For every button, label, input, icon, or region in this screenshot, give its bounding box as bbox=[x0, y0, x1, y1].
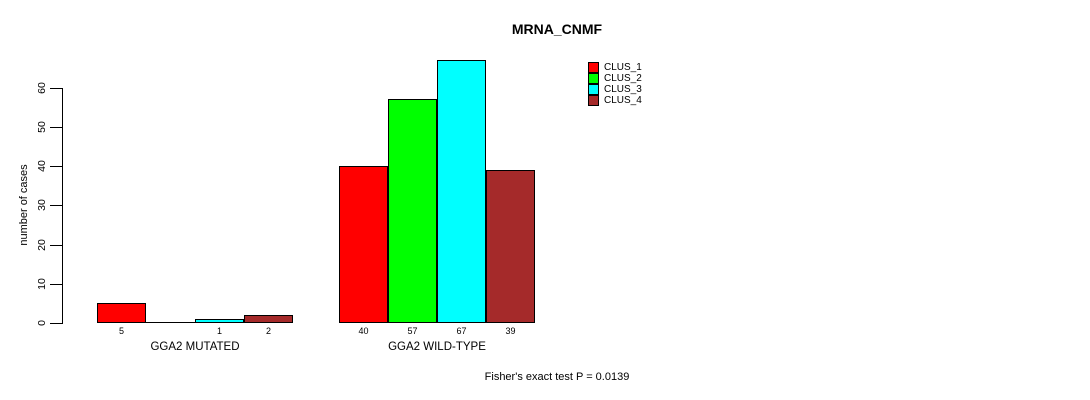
y-axis-tick-label: 10 bbox=[36, 277, 48, 290]
legend-swatch-icon bbox=[588, 62, 599, 73]
y-axis-tick bbox=[50, 126, 62, 128]
bar-clus-2-gga2-mutated bbox=[146, 322, 195, 323]
bar-clus-1-gga2-mutated bbox=[97, 303, 146, 323]
y-axis-tick-label: 0 bbox=[36, 320, 48, 326]
legend-swatch-icon bbox=[588, 73, 599, 84]
legend-swatch-icon bbox=[588, 95, 599, 106]
legend-label: CLUS_3 bbox=[604, 84, 642, 95]
bar-clus-1-gga2-wild-type bbox=[339, 166, 388, 323]
category-label: GGA2 WILD-TYPE bbox=[388, 341, 486, 353]
bar-value-label: 39 bbox=[505, 326, 516, 336]
y-axis-label: number of cases bbox=[18, 164, 30, 246]
legend: CLUS_1 CLUS_2 CLUS_3 CLUS_4 bbox=[588, 62, 642, 106]
y-axis-tick bbox=[50, 205, 62, 207]
y-axis-line bbox=[62, 87, 63, 324]
bar-value-label: 1 bbox=[216, 326, 222, 336]
bar-value-label: 5 bbox=[118, 326, 124, 336]
legend-item: CLUS_1 bbox=[588, 62, 642, 73]
bar-value-label: 57 bbox=[407, 326, 418, 336]
bar-value-label: 2 bbox=[265, 326, 271, 336]
legend-swatch-icon bbox=[588, 84, 599, 95]
legend-label: CLUS_1 bbox=[604, 62, 642, 73]
y-axis-tick bbox=[50, 283, 62, 285]
y-axis-tick-label: 60 bbox=[36, 81, 48, 94]
bar-clus-2-gga2-wild-type bbox=[388, 99, 437, 323]
legend-item: CLUS_4 bbox=[588, 95, 642, 106]
category-label: GGA2 MUTATED bbox=[150, 341, 240, 353]
y-axis-tick-label: 40 bbox=[36, 160, 48, 172]
legend-label: CLUS_2 bbox=[604, 73, 642, 84]
legend-item: CLUS_3 bbox=[588, 84, 642, 95]
bar-clus-3-gga2-mutated bbox=[195, 319, 244, 323]
y-axis-tick-label: 20 bbox=[36, 238, 48, 251]
y-axis-tick bbox=[50, 323, 62, 324]
bar-clus-4-gga2-wild-type bbox=[486, 170, 535, 323]
legend-label: CLUS_4 bbox=[604, 95, 642, 106]
y-axis-tick-label: 50 bbox=[36, 120, 48, 133]
chart-title: MRNA_CNMF bbox=[511, 21, 603, 37]
bar-value-label: 40 bbox=[358, 326, 369, 336]
bar-value-label: 67 bbox=[456, 326, 467, 336]
legend-item: CLUS_2 bbox=[588, 73, 642, 84]
y-axis-tick-label: 30 bbox=[36, 199, 48, 212]
y-axis-tick bbox=[50, 87, 62, 89]
annotation-text: Fisher's exact test P = 0.0139 bbox=[484, 371, 630, 383]
bar-clus-4-gga2-mutated bbox=[244, 315, 293, 323]
y-axis-tick bbox=[50, 244, 62, 246]
bar-clus-3-gga2-wild-type bbox=[437, 60, 486, 323]
y-axis-tick bbox=[50, 166, 62, 167]
